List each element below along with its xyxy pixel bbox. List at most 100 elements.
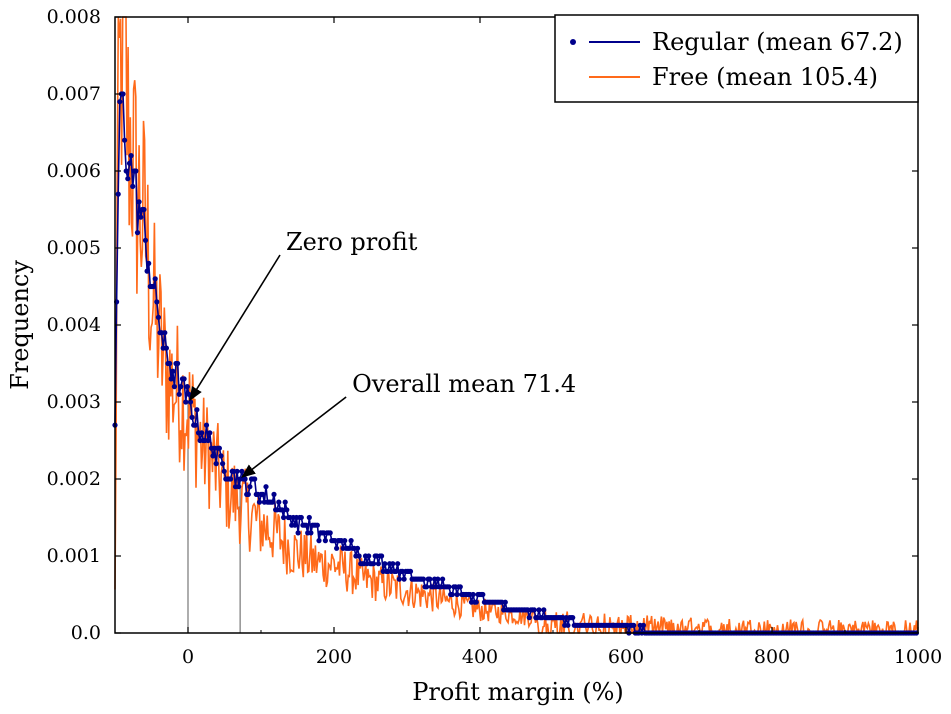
annotation-arrow-0 [189,254,281,402]
y-tick-label: 0.005 [47,237,101,259]
series-point-regular [316,538,322,544]
series-point-regular [199,430,205,436]
series-point-regular [314,522,320,528]
series-point-regular [236,484,242,490]
series-point-regular [210,453,216,459]
series-point-regular [221,468,227,474]
y-tick-label: 0.002 [47,468,101,490]
series-point-regular [245,491,251,497]
series-point-regular [239,468,245,474]
series-point-regular [446,584,452,590]
x-axis-title: Profit margin (%) [412,678,624,706]
series-point-regular [162,330,168,336]
annotation-arrow-1 [240,396,347,478]
series-point-regular [228,476,234,482]
series-point-regular [306,514,312,521]
series-point-regular [247,484,253,490]
x-tick-label: 1000 [894,646,942,668]
series-point-regular [122,137,128,143]
series-point-regular [115,191,121,197]
series-point-regular [334,545,340,551]
legend: Regular (mean 67.2) Free (mean 105.4) [554,14,919,103]
series-point-regular [279,507,285,513]
series-point-regular [184,384,190,390]
series-point-regular [536,607,542,613]
series-point-regular [354,545,361,551]
series-point-regular [125,176,131,182]
series-point-regular [457,584,463,590]
series-point-regular [186,391,192,397]
series-point-regular [138,214,144,220]
series-point-regular [220,461,226,467]
series-point-regular [396,576,402,582]
x-tick-label: 200 [316,646,352,668]
series-point-regular [189,414,195,420]
series-point-regular [213,461,219,467]
series-point-regular [256,499,263,505]
series-line-regular [114,93,917,634]
y-tick-label: 0.003 [47,391,101,413]
series-point-regular [134,230,141,236]
series-point-regular [449,591,455,598]
series-point-regular [470,591,476,598]
series-point-regular [146,260,152,266]
series-point-regular [631,622,637,628]
series-point-regular [171,384,177,390]
series-point-regular [401,576,407,582]
series-point-regular [375,561,381,567]
series-point-regular [292,522,298,528]
y-tick-label: 0.004 [47,314,101,336]
series-point-regular [170,368,176,374]
y-tick-label: 0.001 [47,545,101,567]
series-point-regular [454,591,460,598]
series-point-regular [282,499,288,505]
series-point-regular [205,437,211,444]
series-point-regular [120,91,126,97]
series-point-regular [395,561,401,567]
series-point-regular [242,476,248,482]
plot-area-frame [114,16,919,634]
series-point-regular [281,514,287,521]
series-point-regular [150,283,157,290]
annotation-label-0: Zero profit [286,228,418,256]
x-tick-label: 0 [182,646,194,668]
series-point-regular [136,199,142,205]
series-point-regular [175,360,181,367]
x-tick-label: 600 [608,646,644,668]
series-point-regular [382,561,388,567]
series-point-regular [541,607,547,613]
series-point-regular [167,360,173,367]
legend-label-regular: Regular (mean 67.2) [652,28,903,56]
series-point-regular [390,561,396,567]
series-point-regular [218,453,224,459]
series-point-regular [526,615,532,621]
series-point-regular [128,153,134,159]
series-point-regular [348,538,354,544]
series-point-regular [207,430,213,436]
series-point-regular [126,160,133,166]
series-point-regular [342,538,348,544]
series-line-free [114,16,919,636]
series-point-regular [142,237,149,243]
y-tick-label: 0.008 [47,6,101,28]
series-point-regular [130,183,136,189]
series-point-regular [133,168,139,174]
series-point-regular [194,407,200,413]
series-point-regular [152,276,158,282]
legend-marker-regular [570,39,576,45]
series-point-regular [393,568,399,575]
series-point-regular [155,314,161,320]
legend-box [554,14,919,103]
series-point-regular [271,491,277,497]
series-point-regular [176,391,182,397]
y-tick-label: 0.006 [47,160,101,182]
series-point-regular [144,268,150,274]
series-point-regular [427,576,433,582]
series-point-regular [276,499,282,505]
series-point-regular [356,553,362,559]
series-point-regular [181,376,187,382]
series-point-regular [322,538,328,544]
series-point-regular [531,607,537,613]
series-point-regular [263,484,269,490]
